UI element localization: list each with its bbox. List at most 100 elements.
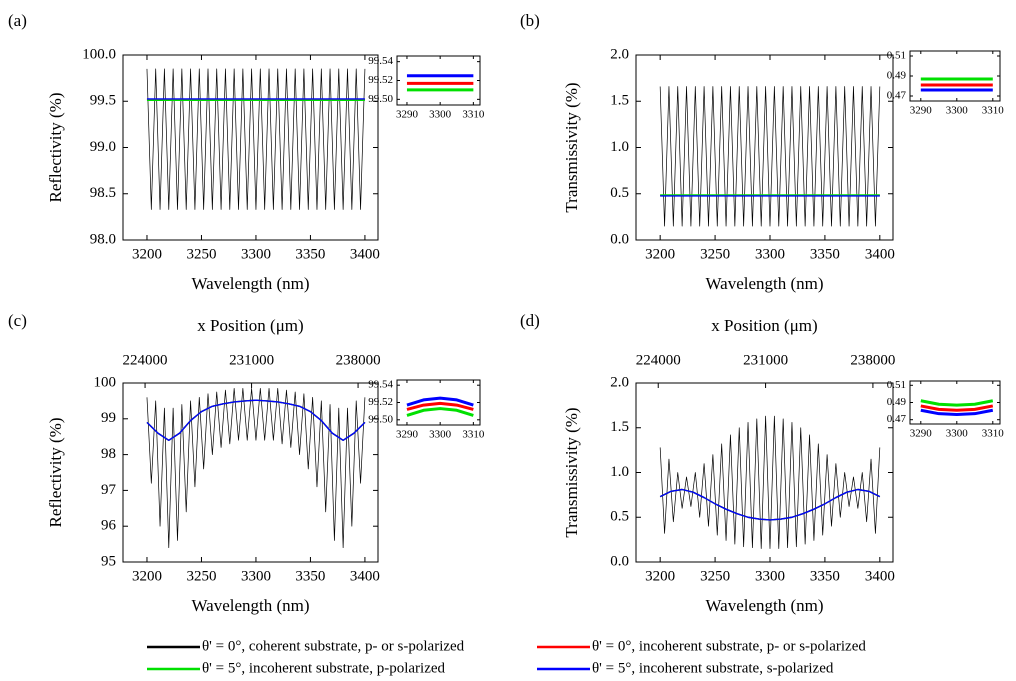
y-tick-label: 1.5 (610, 419, 629, 435)
y-axis-label: Reflectivity (%) (46, 93, 65, 203)
series-line (406, 396, 474, 407)
x-tick-label: 3300 (755, 246, 785, 262)
x2-tick-label: 224000 (636, 352, 681, 368)
x-axis-label: Wavelength (nm) (191, 274, 309, 293)
y-tick-label: 0.0 (610, 231, 629, 247)
y-tick-label: 0.5 (610, 509, 629, 525)
y-tick-label: 98.5 (90, 185, 116, 201)
plot-frame (122, 54, 379, 241)
y-tick-label: 0.49 (887, 396, 907, 408)
x-tick-label: 3300 (755, 568, 785, 584)
x-tick-label: 3200 (132, 246, 162, 262)
series-line (659, 488, 881, 521)
legend-label: θ' = 0°, coherent substrate, p- or s-pol… (202, 638, 465, 654)
series-line (920, 408, 994, 417)
y-tick-label: 95 (101, 553, 116, 569)
x-tick-label: 3400 (865, 568, 895, 584)
series-line (406, 407, 474, 417)
y-tick-label: 98.0 (90, 231, 116, 247)
x2-tick-label: 231000 (743, 352, 788, 368)
x-tick-label: 3350 (810, 246, 840, 262)
x-tick-label: 3300 (946, 105, 969, 117)
y-tick-label: 0.49 (887, 70, 907, 82)
y-tick-label: 1.5 (610, 93, 629, 109)
x-tick-label: 3350 (295, 568, 325, 584)
y-axis-label: Transmissivity (%) (562, 82, 581, 212)
y-tick-label: 97 (101, 482, 117, 498)
x-tick-label: 3290 (910, 428, 933, 440)
y-tick-label: 99.50 (368, 413, 393, 425)
y-tick-label: 0.0 (610, 553, 629, 569)
x-tick-label: 3290 (396, 109, 419, 121)
x-tick-label: 3310 (462, 109, 485, 121)
x2-tick-label: 238000 (336, 352, 381, 368)
y-tick-label: 99.0 (90, 139, 116, 155)
series-line (406, 401, 474, 411)
series-line (146, 399, 366, 441)
plot-frame (909, 380, 1001, 425)
x2-tick-label: 238000 (850, 352, 895, 368)
y-tick-label: 0.47 (887, 413, 907, 425)
x-axis-label: Wavelength (nm) (705, 274, 823, 293)
plot-frame (122, 382, 379, 563)
series-line (659, 415, 881, 549)
x-tick-label: 3310 (982, 105, 1005, 117)
y-axis-label: Reflectivity (%) (46, 418, 65, 528)
y-tick-label: 99.52 (368, 396, 393, 408)
y-tick-label: 0.51 (887, 50, 906, 62)
series-line (659, 488, 881, 521)
x-tick-label: 3300 (946, 428, 969, 440)
x-tick-label: 3250 (700, 568, 730, 584)
plot-frame (909, 50, 1001, 102)
y-tick-label: 0.5 (610, 185, 629, 201)
series-line (146, 399, 366, 441)
series-line (146, 399, 366, 441)
series-line (146, 68, 366, 210)
y-tick-label: 99 (101, 410, 116, 426)
series-line (659, 488, 881, 521)
x-tick-label: 3300 (429, 429, 452, 441)
plot-frame (635, 382, 894, 563)
panel-label: (d) (520, 311, 540, 330)
plot-frame (396, 379, 481, 426)
x-tick-label: 3250 (700, 246, 730, 262)
y-tick-label: 2.0 (610, 46, 629, 62)
x-tick-label: 3300 (241, 246, 271, 262)
panel-label: (c) (8, 311, 27, 330)
y-tick-label: 98 (101, 446, 116, 462)
series-line (659, 86, 881, 227)
x2-tick-label: 224000 (123, 352, 168, 368)
x-tick-label: 3250 (186, 568, 216, 584)
y-tick-label: 96 (101, 518, 117, 534)
y-tick-label: 1.0 (610, 139, 629, 155)
x-tick-label: 3200 (645, 246, 675, 262)
y-tick-label: 99.52 (368, 74, 393, 86)
x-tick-label: 3200 (132, 568, 162, 584)
x-axis-label: Wavelength (nm) (705, 596, 823, 615)
x-axis-label: Wavelength (nm) (191, 596, 309, 615)
plot-frame (635, 54, 894, 241)
x-tick-label: 3310 (462, 429, 485, 441)
plot-frame (396, 55, 481, 106)
series-line (920, 399, 994, 407)
y-tick-label: 99.5 (90, 93, 116, 109)
legend-label: θ' = 5°, incoherent substrate, p-polariz… (202, 660, 446, 676)
y-tick-label: 2.0 (610, 374, 629, 390)
x-tick-label: 3400 (865, 246, 895, 262)
x-tick-label: 3200 (645, 568, 675, 584)
y-tick-label: 1.0 (610, 464, 629, 480)
y-tick-label: 0.51 (887, 379, 906, 391)
series-line (920, 404, 994, 412)
y-tick-label: 0.47 (887, 90, 907, 102)
x2-axis-label: x Position (μm) (197, 316, 303, 335)
x-tick-label: 3400 (350, 246, 380, 262)
y-tick-label: 100.0 (82, 46, 116, 62)
x-tick-label: 3250 (186, 246, 216, 262)
series-line (146, 388, 366, 549)
legend-label: θ' = 5°, incoherent substrate, s-polariz… (592, 660, 834, 676)
x-tick-label: 3290 (910, 105, 933, 117)
x-tick-label: 3310 (982, 428, 1005, 440)
y-axis-label: Transmissivity (%) (562, 407, 581, 537)
x-tick-label: 3290 (396, 429, 419, 441)
